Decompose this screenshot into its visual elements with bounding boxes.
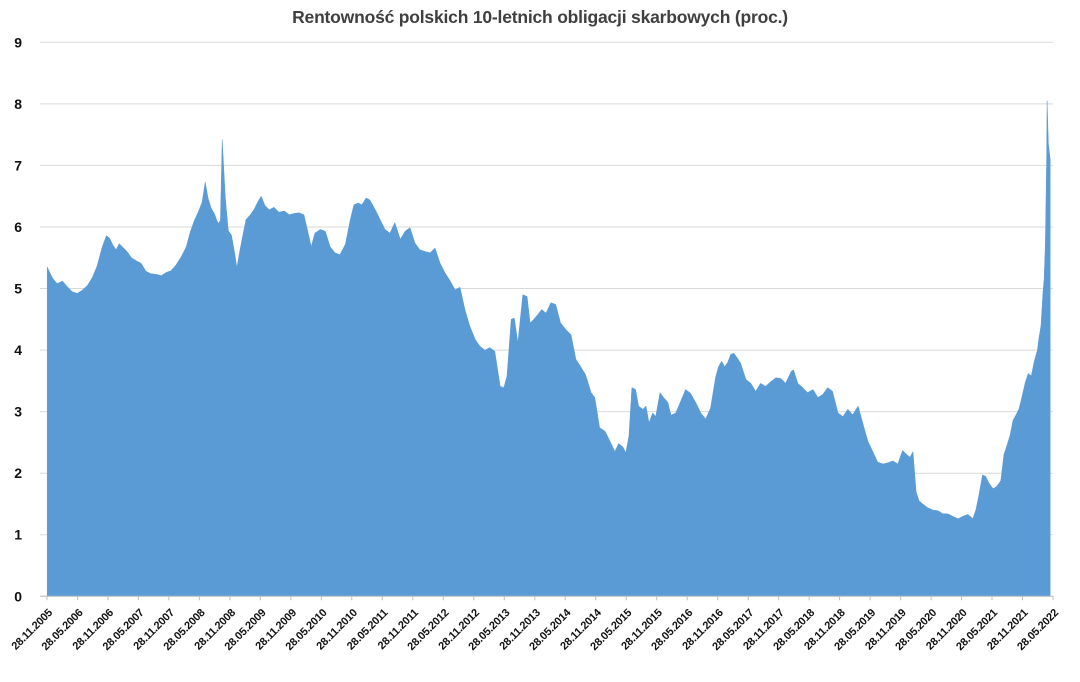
y-tick-label: 6 [14,219,22,235]
y-axis-labels: 0 1 2 3 4 5 6 7 8 9 [14,34,22,604]
y-tick-label: 1 [14,527,22,543]
y-tick-label: 4 [14,342,22,358]
x-axis-labels: 28.11.200528.05.200628.11.200628.05.2007… [10,596,1061,653]
y-tick-label: 0 [14,588,22,604]
y-tick-label: 2 [14,465,22,481]
y-tick-label: 8 [14,96,22,112]
y-tick-label: 7 [14,157,22,173]
y-tick-label: 5 [14,281,22,297]
y-tick-label: 9 [14,34,22,50]
chart-title: Rentowność polskich 10-letnich obligacji… [292,7,788,27]
y-tick-label: 3 [14,404,22,420]
area-series [46,100,1051,597]
